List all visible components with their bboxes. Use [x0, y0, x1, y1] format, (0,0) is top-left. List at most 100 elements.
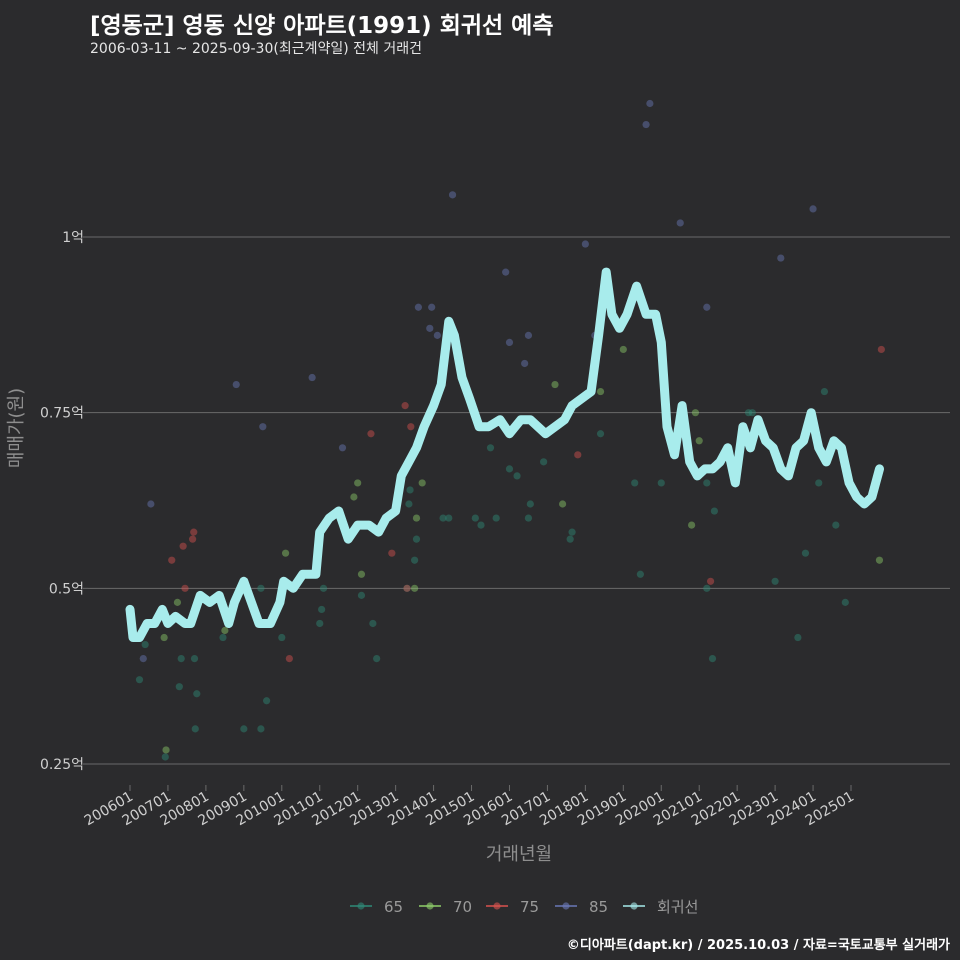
y-axis-ticks: 0.25억 0.5억 0.75억 1억 [40, 230, 88, 773]
data-point-85 [809, 205, 817, 213]
x-axis-title: 거래년월 [486, 844, 552, 865]
data-point-70 [875, 556, 884, 564]
data-point-65 [141, 640, 149, 649]
data-point-70 [559, 500, 567, 508]
data-point-75 [367, 430, 375, 438]
data-point-75 [401, 402, 409, 410]
scatter-points [135, 99, 885, 761]
data-point-65 [190, 655, 199, 663]
legend-key-dot [630, 902, 638, 910]
chart-title: [영동군] 영동 신양 아파트(1991) 회귀선 예측 [90, 13, 554, 39]
data-point-65 [524, 514, 533, 522]
y-tick-label: 1억 [62, 230, 84, 246]
data-point-75 [181, 584, 189, 592]
data-point-75 [285, 655, 293, 663]
data-point-75 [574, 451, 582, 459]
data-point-65 [263, 697, 271, 705]
data-point-85 [428, 303, 436, 311]
data-point-65 [405, 500, 413, 508]
regression-line [125, 267, 884, 642]
data-point-85 [505, 338, 514, 346]
legend-key-dot [426, 902, 434, 910]
data-point-65 [257, 584, 265, 592]
x-axis-ticks: 2006012007012008012009012010012011012012… [82, 785, 857, 829]
data-point-70 [619, 345, 627, 354]
data-point-65 [486, 444, 495, 452]
data-point-65 [657, 479, 665, 487]
data-point-65 [568, 528, 576, 536]
data-point-70 [350, 493, 358, 501]
data-point-85 [426, 324, 434, 332]
data-point-75 [877, 345, 885, 354]
data-point-65 [319, 584, 328, 592]
y-tick-label: 0.5억 [49, 581, 84, 597]
data-point-65 [631, 479, 639, 487]
data-point-65 [406, 486, 414, 494]
data-point-65 [471, 514, 479, 522]
data-point-70 [691, 409, 700, 417]
data-point-65 [445, 514, 453, 522]
data-point-85 [139, 655, 147, 663]
data-point-85 [581, 240, 589, 248]
data-point-70 [357, 570, 366, 578]
data-point-85 [338, 444, 347, 452]
data-point-70 [162, 746, 170, 754]
data-point-65 [513, 472, 521, 480]
data-point-85 [642, 120, 650, 129]
data-point-70 [173, 598, 182, 606]
data-point-65 [566, 535, 574, 543]
legend-key-dot [357, 902, 365, 910]
data-point-65 [710, 507, 718, 515]
regression-group [125, 267, 884, 642]
data-point-85 [448, 191, 457, 199]
data-point-65 [744, 409, 753, 417]
data-point-70 [551, 380, 559, 389]
gridlines [88, 236, 950, 765]
data-point-65 [540, 458, 548, 466]
data-point-65 [794, 633, 802, 642]
data-point-65 [175, 683, 183, 691]
data-point-65 [357, 591, 366, 599]
data-point-70 [281, 549, 290, 557]
data-point-85 [433, 331, 441, 339]
data-point-65 [412, 535, 421, 543]
data-point-65 [193, 690, 201, 698]
data-point-65 [135, 676, 144, 684]
data-point-85 [232, 380, 240, 389]
data-point-65 [257, 725, 265, 733]
data-point-65 [526, 500, 534, 508]
data-point-65 [318, 605, 326, 614]
data-point-65 [439, 514, 447, 522]
data-point-75 [168, 556, 176, 564]
data-point-85 [524, 331, 533, 339]
legend-label: 75 [520, 898, 539, 916]
data-point-75 [403, 584, 411, 592]
data-point-75 [388, 549, 396, 557]
data-point-65 [703, 584, 711, 592]
data-point-85 [777, 254, 785, 262]
data-point-70 [411, 584, 419, 592]
data-point-65 [820, 387, 829, 396]
legend-key-dot [493, 902, 501, 910]
data-point-70 [354, 479, 362, 487]
data-point-65 [191, 725, 199, 733]
y-axis-title: 매매가(원) [6, 388, 27, 468]
data-point-70 [596, 387, 605, 396]
data-point-65 [403, 584, 411, 592]
data-point-70 [688, 521, 696, 529]
data-point-65 [801, 549, 810, 557]
data-point-65 [748, 409, 756, 417]
data-point-85 [414, 303, 422, 311]
chart-subtitle: 2006-03-11 ~ 2025-09-30(최근계약일) 전체 거래건 [90, 41, 422, 57]
legend-label: 70 [453, 898, 472, 916]
legend-key-dot [562, 902, 570, 910]
data-point-70 [221, 626, 229, 635]
data-point-65 [161, 753, 169, 761]
data-point-70 [695, 437, 703, 445]
data-point-65 [316, 619, 324, 628]
data-point-65 [177, 655, 185, 663]
data-point-65 [369, 619, 377, 628]
data-point-70 [160, 633, 168, 642]
data-point-75 [179, 542, 187, 550]
